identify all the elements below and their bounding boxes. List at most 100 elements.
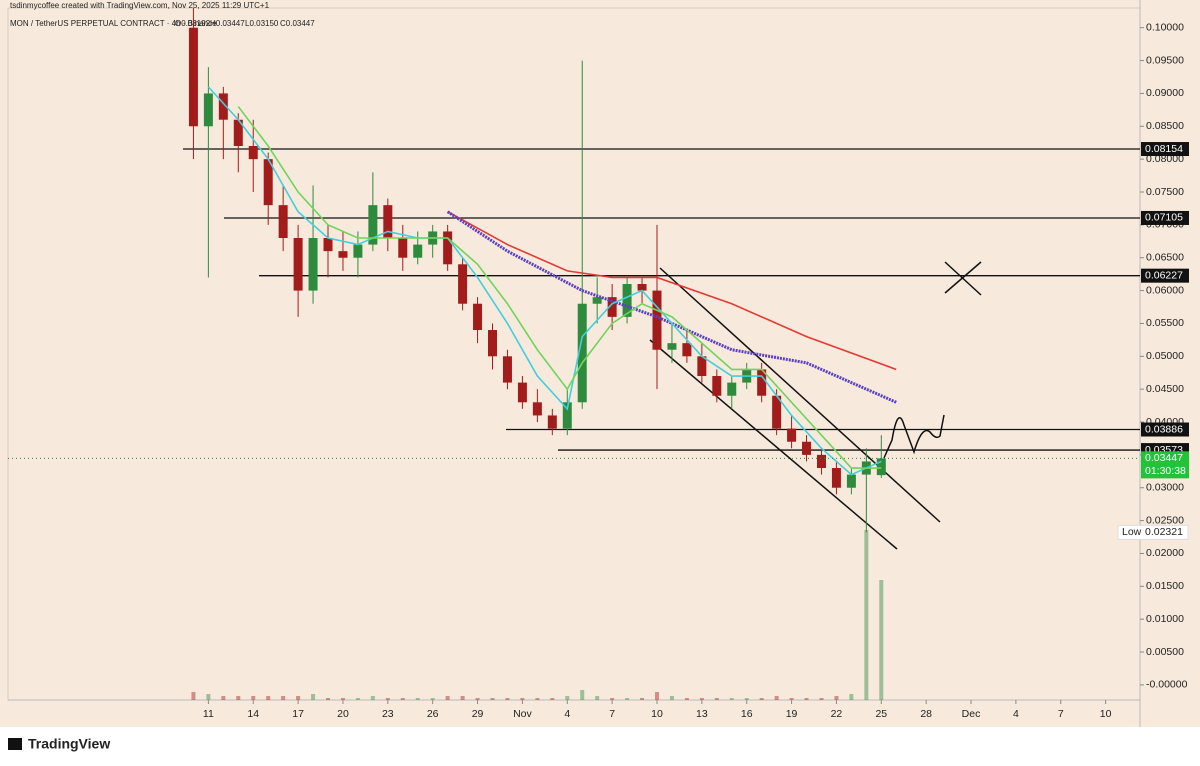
volume-bar — [400, 698, 405, 700]
x-mark — [944, 261, 982, 296]
volume-bar — [595, 696, 600, 700]
candle-body — [263, 159, 273, 206]
volume-bar — [804, 698, 809, 700]
x-tick-label: 4 — [564, 708, 570, 720]
candle-body — [592, 297, 602, 304]
volume-bar — [326, 698, 331, 700]
volume-bar — [849, 694, 854, 700]
volume-bar — [340, 698, 345, 700]
channel-upper — [659, 267, 941, 523]
candle-body — [876, 458, 886, 476]
candle-body — [607, 297, 617, 317]
volume-bar — [505, 698, 510, 700]
y-tick-label: 0.02500 — [1146, 514, 1184, 526]
y-tick-label: 0.01000 — [1146, 613, 1184, 625]
last-price-label: 0.03447 — [1145, 452, 1183, 464]
candle-body — [368, 205, 378, 245]
volume-bar — [430, 698, 435, 700]
candle-body — [398, 238, 408, 258]
x-tick-label: Nov — [513, 708, 532, 720]
candle-body — [203, 93, 213, 127]
volume-bar — [266, 696, 271, 700]
candle-body — [413, 244, 423, 258]
volume-bar — [191, 692, 196, 700]
y-tick-label: 0.06500 — [1146, 252, 1184, 264]
moving-average — [446, 210, 897, 404]
y-tick-label: 0.03000 — [1146, 482, 1184, 494]
volume-bar — [490, 698, 495, 700]
x-tick-label: 11 — [203, 708, 214, 720]
y-tick-label: 0.04500 — [1146, 383, 1184, 395]
brand-logo — [8, 738, 22, 750]
candle-body — [248, 146, 258, 160]
volume-bar — [311, 694, 316, 700]
volume-bar — [625, 698, 630, 700]
volume-bar — [610, 698, 615, 700]
candle-body — [473, 303, 483, 331]
candle-body — [338, 251, 348, 258]
y-tick-label: 0.09000 — [1146, 87, 1184, 99]
candle-body — [622, 284, 632, 317]
candle-body — [831, 468, 841, 488]
y-tick-label: 0.01500 — [1146, 580, 1184, 592]
x-tick-label: 26 — [427, 708, 439, 720]
volume-bar — [759, 698, 764, 700]
volume-bar — [370, 696, 375, 700]
x-tick-label: 10 — [651, 708, 663, 720]
moving-average — [237, 106, 882, 469]
level-label: 0.08154 — [1145, 143, 1183, 155]
candle-body — [353, 244, 363, 258]
last-price-box — [1141, 451, 1189, 479]
candle-body — [517, 382, 527, 403]
marks — [8, 8, 1140, 700]
y-tick-label: -0.00000 — [1146, 679, 1188, 691]
x-tick-label: 20 — [337, 708, 349, 720]
candle-body — [577, 303, 587, 403]
candle-body — [667, 343, 677, 350]
volume-bar — [206, 694, 211, 700]
volume-bar — [296, 696, 301, 700]
volume-bar — [236, 696, 241, 700]
y-tick-label: 0.00500 — [1146, 646, 1184, 658]
volume-bar — [221, 696, 226, 700]
volume-bar — [774, 696, 779, 700]
candle-body — [323, 238, 333, 252]
candle-body — [547, 415, 557, 429]
x-tick-label: 19 — [786, 708, 798, 720]
candle-body — [637, 284, 647, 291]
candle-body — [802, 441, 812, 455]
candle-body — [846, 474, 856, 488]
level-label-box — [1141, 268, 1189, 283]
level-label-box — [1141, 210, 1189, 225]
volume-bar — [281, 696, 286, 700]
level-label: 0.06227 — [1145, 269, 1183, 281]
volume-bar — [385, 698, 390, 700]
x-tick-label: Dec — [962, 708, 981, 720]
volume-bar — [699, 698, 704, 700]
candle-body — [697, 356, 707, 377]
candle-body — [562, 402, 572, 429]
x-tick-label: 16 — [741, 708, 753, 720]
volume-bar — [565, 696, 570, 700]
chart-background — [0, 0, 1200, 727]
volume-bar — [714, 698, 719, 700]
level-label: 0.03886 — [1145, 423, 1183, 435]
y-tick-label: 0.08500 — [1146, 120, 1184, 132]
x-tick-label: 17 — [292, 708, 304, 720]
volume-bar — [640, 698, 645, 700]
volume-bar — [834, 696, 839, 700]
candle-body — [293, 238, 303, 291]
volume-bar — [729, 698, 734, 700]
candle-body — [233, 119, 243, 147]
x-tick-label: 7 — [609, 708, 615, 720]
x-tick-label: 4 — [1013, 708, 1019, 720]
y-tick-label: 0.07500 — [1146, 186, 1184, 198]
candle-body — [652, 290, 662, 350]
candle-body — [443, 231, 453, 265]
ohlc-close: C0.03447 — [280, 19, 315, 28]
y-tick-label: 0.05000 — [1146, 350, 1184, 362]
volume-bar — [654, 692, 659, 700]
candle-body — [458, 264, 468, 304]
volume-bar — [520, 698, 525, 700]
